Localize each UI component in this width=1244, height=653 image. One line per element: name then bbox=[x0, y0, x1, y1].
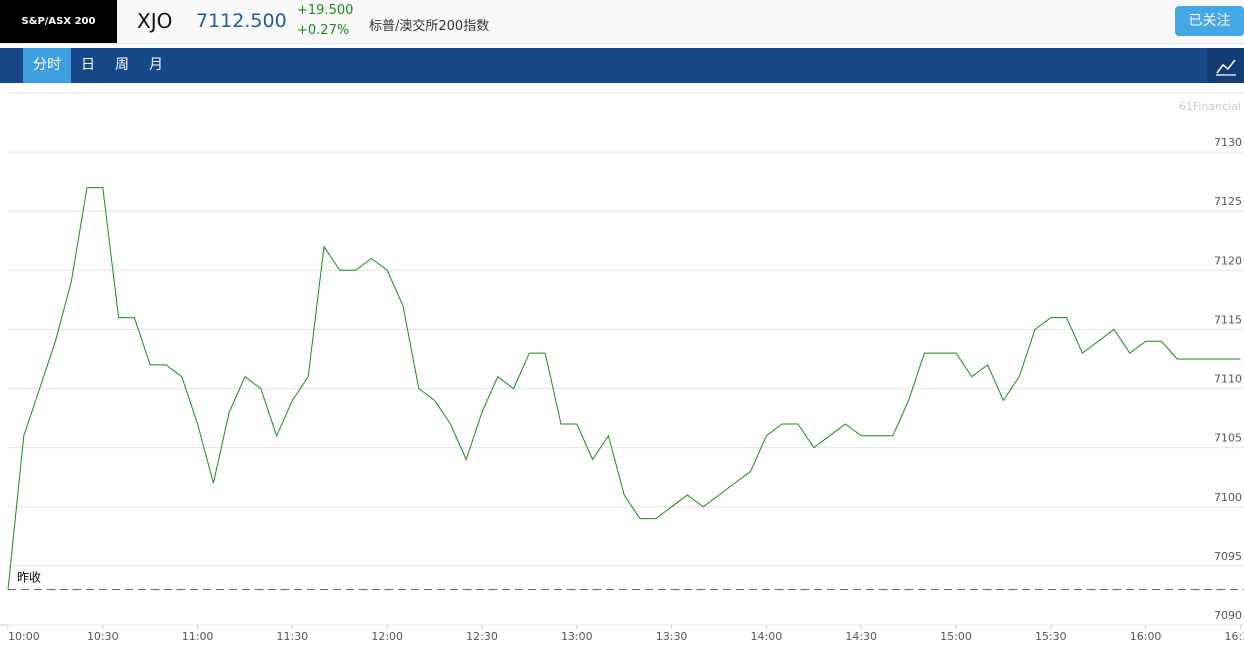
tab[interactable]: 月 bbox=[149, 57, 163, 73]
index-badge: S&P/ASX 200 bbox=[0, 0, 117, 43]
tab-bar: 分时 日 周 月 bbox=[0, 48, 1244, 83]
chart-icon bbox=[1216, 59, 1236, 76]
x-tick-label: 12:30 bbox=[466, 630, 498, 643]
change: +19.500 bbox=[297, 3, 354, 18]
price: 7112.500 bbox=[196, 10, 287, 32]
y-tick-label: 7125 bbox=[1214, 195, 1242, 208]
symbol: XJO bbox=[137, 9, 173, 33]
header: S&P/ASX 200 XJO 7112.500 +19.500 +0.27% … bbox=[0, 0, 1244, 44]
x-tick-label: 13:30 bbox=[656, 630, 688, 643]
y-tick-label: 7120 bbox=[1214, 254, 1242, 267]
y-tick-label: 7095 bbox=[1214, 550, 1242, 563]
y-tick-label: 7100 bbox=[1214, 491, 1242, 504]
x-tick-label: 13:00 bbox=[561, 630, 593, 643]
x-tick-label: 14:30 bbox=[845, 630, 877, 643]
chart: 61Financial 7090 7095 7100 7105 7110 7115 7120… bbox=[0, 92, 1244, 643]
x-tick-label: 16:00 bbox=[1130, 630, 1162, 643]
x-tick-label: 15:00 bbox=[940, 630, 972, 643]
tab[interactable]: 分时 bbox=[23, 48, 71, 83]
watermark: 61Financial bbox=[1179, 100, 1241, 113]
change-pct: +0.27% bbox=[297, 23, 350, 38]
x-tick-label: 12:00 bbox=[371, 630, 403, 643]
y-tick-label: 7115 bbox=[1214, 313, 1242, 326]
x-tick-label: 15:30 bbox=[1035, 630, 1067, 643]
index-name: 标普/澳交所200指数 bbox=[369, 19, 490, 34]
reference-label: 昨收 bbox=[17, 571, 41, 585]
y-tick-label: 7110 bbox=[1214, 373, 1242, 386]
x-tick-label: 11:00 bbox=[182, 630, 214, 643]
x-tick-label: 16:30 bbox=[1225, 630, 1244, 643]
x-tick-label: 11:30 bbox=[277, 630, 309, 643]
x-tick-label: 14:00 bbox=[751, 630, 783, 643]
x-tick-label: 10:30 bbox=[87, 630, 119, 643]
follow-button[interactable]: 已关注 bbox=[1175, 6, 1244, 36]
price-line bbox=[7, 187, 1241, 590]
tab[interactable]: 日 bbox=[81, 57, 95, 73]
y-tick-label: 7105 bbox=[1214, 432, 1242, 445]
y-tick-label: 7090 bbox=[1214, 609, 1242, 622]
chart-toggle[interactable] bbox=[1207, 48, 1244, 83]
x-tick-label: 10:00 bbox=[8, 630, 40, 643]
tab[interactable]: 周 bbox=[115, 57, 129, 73]
y-tick-label: 7130 bbox=[1214, 136, 1242, 149]
